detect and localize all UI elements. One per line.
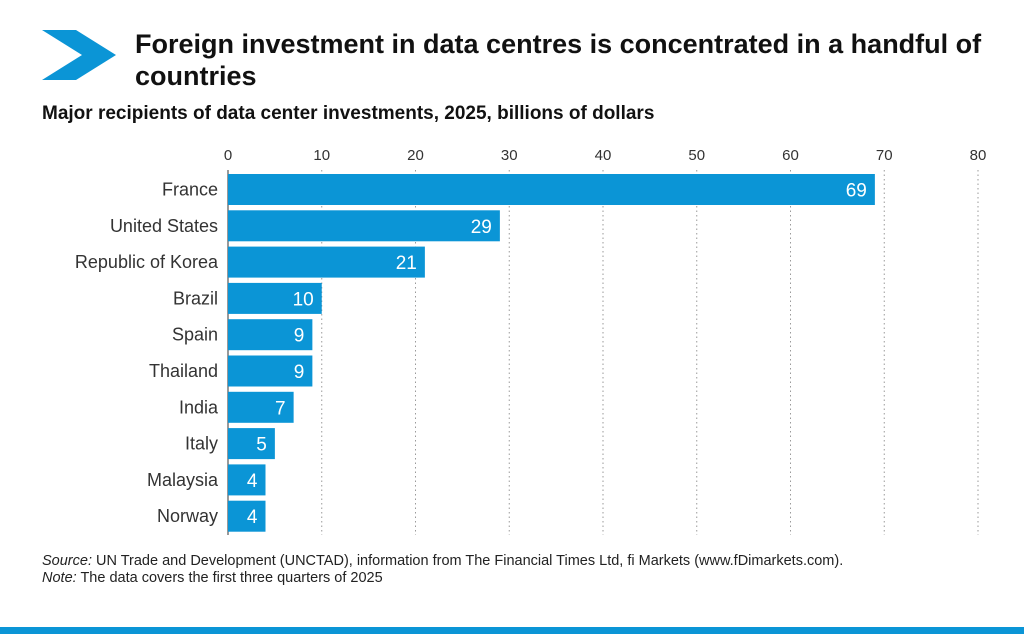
data-label: 10 xyxy=(293,289,314,310)
data-label: 29 xyxy=(471,217,492,238)
x-tick-label: 40 xyxy=(595,147,612,164)
x-tick-label: 70 xyxy=(876,147,893,164)
bar xyxy=(228,210,500,242)
x-tick-label: 10 xyxy=(313,147,330,164)
bar xyxy=(228,428,275,460)
note-text: The data covers the first three quarters… xyxy=(76,570,383,586)
category-label: Italy xyxy=(185,434,218,454)
category-label: Brazil xyxy=(173,288,218,308)
category-label: Republic of Korea xyxy=(75,252,219,272)
bar xyxy=(228,464,266,496)
bar xyxy=(228,282,322,314)
category-label: United States xyxy=(110,216,218,236)
x-tick-label: 0 xyxy=(224,147,232,164)
category-label: France xyxy=(162,180,218,200)
category-label: Spain xyxy=(172,325,218,345)
source-label: Source: xyxy=(42,553,92,569)
bar xyxy=(228,355,313,387)
category-label: Norway xyxy=(157,506,218,526)
x-tick-label: 60 xyxy=(782,147,799,164)
chart-title: Foreign investment in data centres is co… xyxy=(135,29,982,91)
note-line: Note: The data covers the first three qu… xyxy=(42,570,1002,587)
bar xyxy=(228,246,425,278)
data-label: 4 xyxy=(247,507,258,528)
bar xyxy=(228,500,266,532)
x-tick-label: 80 xyxy=(970,147,987,164)
data-label: 4 xyxy=(247,471,258,492)
chevron-arrow-icon xyxy=(42,30,116,80)
data-label: 21 xyxy=(396,253,417,274)
source-text: UN Trade and Development (UNCTAD), infor… xyxy=(91,553,844,569)
category-label: India xyxy=(179,397,219,417)
category-label: Malaysia xyxy=(147,470,219,490)
bar-chart: 0 10 20 30 40 50 60 70 80 France 69 United States 29… xyxy=(75,147,987,535)
data-label: 9 xyxy=(294,326,305,347)
data-label: 9 xyxy=(294,362,305,383)
x-tick-label: 30 xyxy=(501,147,518,164)
bar xyxy=(228,391,294,423)
x-tick-label: 20 xyxy=(407,147,424,164)
bottom-accent-rule xyxy=(0,627,1024,634)
category-label: Thailand xyxy=(149,361,218,381)
chart-subtitle: Major recipients of data center investme… xyxy=(42,103,655,124)
data-label: 5 xyxy=(256,435,267,456)
data-label: 69 xyxy=(846,181,867,202)
data-label: 7 xyxy=(275,398,286,419)
footer: Source: UN Trade and Development (UNCTAD… xyxy=(42,553,1002,587)
bar xyxy=(228,319,313,351)
bar xyxy=(228,174,875,205)
x-tick-label: 50 xyxy=(688,147,705,164)
source-line: Source: UN Trade and Development (UNCTAD… xyxy=(42,553,1002,570)
note-label: Note: xyxy=(42,570,77,586)
